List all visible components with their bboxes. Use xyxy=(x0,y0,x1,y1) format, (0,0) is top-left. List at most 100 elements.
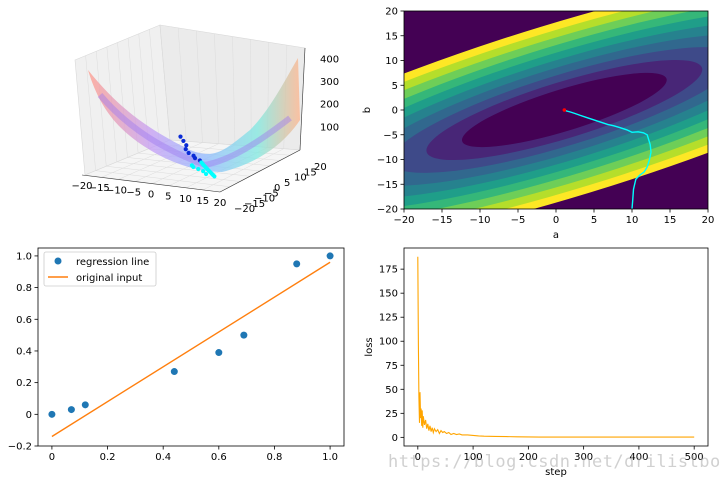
descent-point xyxy=(201,168,206,174)
scatter-xtick-label: 0.6 xyxy=(211,452,227,463)
descent-point xyxy=(181,138,186,144)
scatter-ytick-label: 1.0 xyxy=(16,251,32,262)
surface-ytick-label: −15 xyxy=(244,199,265,210)
y-axis-3d xyxy=(219,149,301,193)
scatter-point xyxy=(170,368,178,376)
scatter-point xyxy=(215,349,223,357)
legend-original-label: original input xyxy=(76,273,142,284)
surface-ytick-label: 10 xyxy=(294,173,307,184)
scatter-point xyxy=(81,401,89,409)
grid-line xyxy=(177,27,187,142)
grid-line xyxy=(196,30,203,143)
surface-ytick-label: 5 xyxy=(284,178,290,189)
z-axis-3d xyxy=(299,47,306,151)
loss-ytick-label: 25 xyxy=(385,409,398,420)
scatter-point xyxy=(326,252,334,260)
scatter-point xyxy=(293,260,301,268)
surface-xtick-label: −20 xyxy=(71,181,92,192)
scatter-point xyxy=(240,331,248,339)
minimum-marker xyxy=(562,108,567,112)
contour-xtick-label: 5 xyxy=(591,215,597,226)
surface-ztick-label: 200 xyxy=(320,100,339,111)
legend-box xyxy=(43,251,157,287)
scatter-ytick-label: 0.8 xyxy=(16,283,32,294)
scatter-point xyxy=(67,406,75,414)
scatter-xtick-label: 0.8 xyxy=(267,452,283,463)
descent-point xyxy=(178,134,183,139)
contour-ytick-label: −5 xyxy=(383,130,398,141)
contour-ytick-label: 0 xyxy=(392,106,398,117)
contour-xtick-label: 15 xyxy=(664,215,677,226)
watermark: https://blog.csdn.net/drilistbox xyxy=(388,452,721,472)
loss-curve xyxy=(417,256,695,438)
contour-xlabel: a xyxy=(553,230,559,241)
surface-ztick-label: 100 xyxy=(320,122,339,133)
loss-xtick-label: 400 xyxy=(629,452,648,463)
contour-ytick-label: 15 xyxy=(385,31,398,42)
surface-ytick-label: −10 xyxy=(254,194,275,205)
regression-points xyxy=(48,252,334,418)
loss-ytick-label: 75 xyxy=(385,361,398,372)
loss-x-ticks: 0 100 200 300 400 500 xyxy=(415,446,704,463)
surface-ztick-label: 300 xyxy=(320,77,339,88)
scatter-ytick-label: −0.2 xyxy=(8,442,32,453)
surface-xtick-label: −15 xyxy=(89,183,110,194)
surface-ztick-label: 400 xyxy=(320,54,339,65)
descent-point xyxy=(203,171,209,177)
contour-xtick-label: −10 xyxy=(469,215,490,226)
loss-xtick-label: 500 xyxy=(685,452,704,463)
scatter-xtick-label: 0.2 xyxy=(100,452,116,463)
surface-xtick-label: 5 xyxy=(165,192,171,203)
scatter-point xyxy=(48,410,56,418)
contour-xtick-label: −15 xyxy=(431,215,452,226)
surface-xtick-label: 0 xyxy=(148,190,154,201)
surface-xtick-label: 15 xyxy=(196,196,209,207)
loss-ytick-label: 150 xyxy=(379,289,398,300)
descent-points xyxy=(178,134,217,179)
grid-line xyxy=(214,33,219,144)
loss-xtick-label: 0 xyxy=(415,452,421,463)
loss-ytick-label: 0 xyxy=(392,433,398,444)
descent-path xyxy=(564,109,652,209)
loss-ytick-label: 125 xyxy=(379,313,398,324)
surface-ytick-label: 0 xyxy=(274,183,280,194)
loss-xtick-label: 100 xyxy=(464,452,483,463)
scatter-y-ticks: −0.2 0 0.2 0.4 0.6 0.8 1.0 xyxy=(8,251,38,453)
scatter-ytick-label: 0.2 xyxy=(16,378,32,389)
surface-xtick-label: −10 xyxy=(106,185,127,196)
scatter-xtick-label: 1.0 xyxy=(322,452,338,463)
x-axis-3d xyxy=(81,174,221,193)
contour-ytick-label: 10 xyxy=(385,56,398,67)
loss-ytick-label: 175 xyxy=(379,265,398,276)
scatter-x-ticks: 0 0.2 0.4 0.6 0.8 1.0 xyxy=(49,446,338,463)
surface-panel: −20−15−10 −5 0 5 10 15 20 −20−15−10−50 5 101520 … xyxy=(71,24,339,215)
contour-xtick-label: 0 xyxy=(553,215,559,226)
contour-ytick-label: −10 xyxy=(377,155,398,166)
contour-xtick-label: 10 xyxy=(626,215,639,226)
loss-surface xyxy=(88,58,300,172)
loss-xtick-label: 300 xyxy=(574,452,593,463)
loss-ylabel: loss xyxy=(364,337,375,356)
scatter-ytick-label: 0.6 xyxy=(16,315,32,326)
contour-x-ticks: −20 −15 −10 −5 0 5 10 15 20 xyxy=(393,209,714,226)
grid-line xyxy=(85,55,96,171)
grid-line xyxy=(250,39,252,147)
loss-y-ticks: 0 25 50 75 100 125 150 175 xyxy=(379,265,404,444)
grid-line xyxy=(203,148,284,191)
grid-line xyxy=(149,29,160,145)
scatter-xtick-label: 0 xyxy=(49,452,55,463)
grid-line xyxy=(232,36,236,146)
contour-panel: −20 −15 −10 −5 0 5 10 15 20 −20−15−10−505101520 … xyxy=(362,7,714,242)
descent-point xyxy=(183,147,188,152)
contour-xtick-label: −20 xyxy=(393,215,414,226)
surface-z-ticks: 100 200 300 400 xyxy=(320,54,339,133)
loss-background xyxy=(404,248,708,446)
descent-point xyxy=(196,166,201,172)
contour-ytick-label: 5 xyxy=(392,81,398,92)
surface-xtick-label: 20 xyxy=(214,198,227,209)
grid-line xyxy=(117,42,128,158)
legend-regression-marker xyxy=(54,257,62,265)
surface-ytick-label: −20 xyxy=(234,204,255,215)
descent-point xyxy=(212,174,217,179)
